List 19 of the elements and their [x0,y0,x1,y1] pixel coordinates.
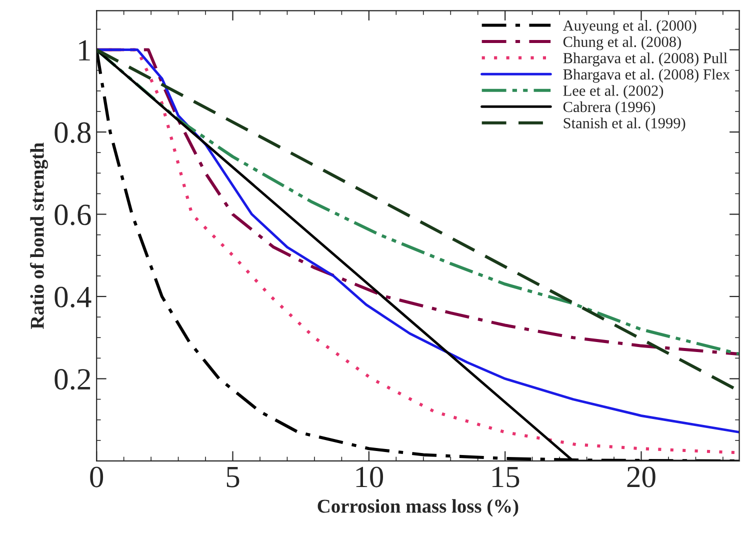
legend-label: Lee et al. (2002) [563,85,664,99]
y-tick-label: 0.4 [54,286,92,308]
legend-label: Bhargava et al. (2008) Pull [563,52,728,66]
x-tick-label: 15 [492,466,520,488]
x-axis-title: Corrosion mass loss (%) [318,499,518,517]
legend-label: Bhargava et al. (2008) Flex [563,68,730,83]
x-tick-label: 5 [226,467,240,488]
x-tick-label: 10 [356,466,384,488]
x-tick-label: 20 [627,466,656,488]
y-tick-label: 0.6 [54,204,91,226]
legend-label: Stanish et al. (1999) [564,118,686,132]
legend-label: Chung et al. (2008) [563,36,681,50]
y-axis-title: Ratio of bond strength [30,142,48,330]
x-tick-label: 0 [90,466,104,488]
y-tick-label: 1 [79,40,90,60]
y-tick-label: 0.2 [54,369,90,390]
legend-label: Auyeung et al. (2000) [562,20,696,34]
y-tick-label: 0.8 [54,122,91,144]
legend-label: Cabrera (1996) [563,101,656,116]
